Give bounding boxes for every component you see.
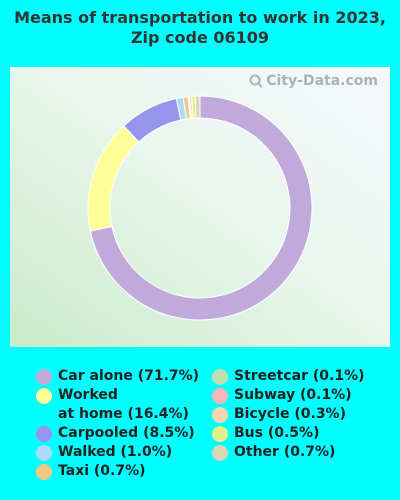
donut-slice-worked-at-home (87, 125, 140, 232)
donut-slice-car-alone (89, 95, 313, 321)
chart-title: Means of transportation to work in 2023,… (14, 8, 386, 47)
watermark: City-Data.com (249, 73, 378, 89)
donut-slice-other (194, 95, 201, 119)
donut-slice-carpooled (123, 97, 182, 143)
magnifier-icon (249, 74, 263, 88)
